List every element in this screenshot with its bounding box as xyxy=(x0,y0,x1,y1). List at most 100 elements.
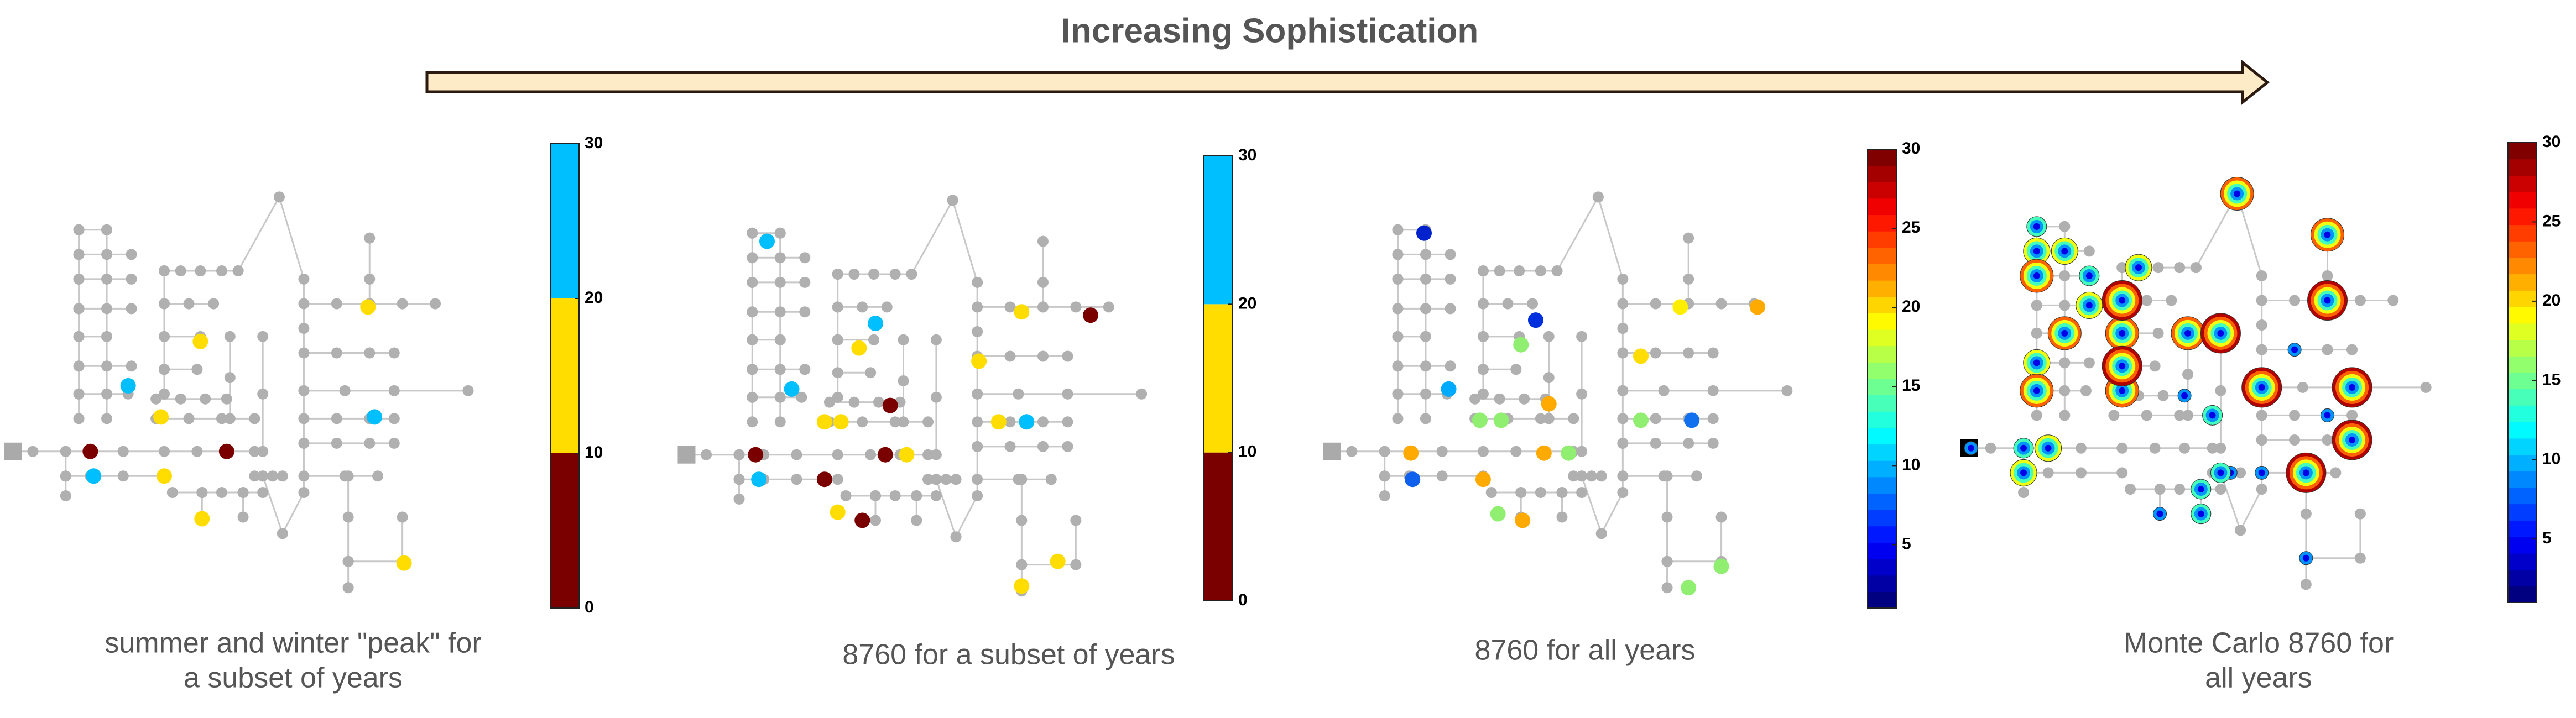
node xyxy=(1037,350,1049,362)
node xyxy=(298,437,310,449)
colorbar-band xyxy=(1868,313,1896,330)
node xyxy=(2256,484,2267,495)
node xyxy=(101,331,113,342)
node xyxy=(2235,467,2246,479)
ringed-node xyxy=(2020,444,2027,452)
ringed-node xyxy=(2020,469,2027,476)
node xyxy=(1781,385,1793,396)
node xyxy=(1551,265,1563,277)
node xyxy=(1617,413,1629,424)
node xyxy=(1494,265,1505,277)
line-segment xyxy=(2236,193,2263,531)
node xyxy=(832,474,843,485)
node xyxy=(2330,467,2342,479)
colorbar-band xyxy=(2508,323,2537,340)
highlighted-node xyxy=(1083,307,1099,323)
node xyxy=(101,413,113,424)
ringed-node xyxy=(2033,359,2040,366)
node xyxy=(2125,484,2136,495)
node xyxy=(1595,470,1607,482)
node xyxy=(1436,446,1448,457)
node xyxy=(2300,579,2312,590)
ringed-node xyxy=(2349,436,2356,443)
node xyxy=(159,446,170,457)
node xyxy=(1576,446,1588,457)
node xyxy=(2080,385,2092,396)
node xyxy=(331,298,342,310)
node xyxy=(2174,410,2186,421)
network xyxy=(4,191,474,594)
node xyxy=(126,273,137,285)
colorbar-tick-label: 5 xyxy=(2542,529,2552,547)
node xyxy=(208,298,220,310)
ringed-node xyxy=(2181,392,2188,399)
node xyxy=(1556,487,1568,498)
node xyxy=(889,416,901,428)
colorbar-tick-label: 10 xyxy=(1902,455,1920,474)
panel-caption: 8760 for a subset of years xyxy=(842,639,1175,671)
node xyxy=(1062,441,1073,452)
node xyxy=(101,388,113,400)
node xyxy=(1617,470,1629,482)
node xyxy=(339,385,351,396)
node xyxy=(889,490,901,501)
colorbar-band xyxy=(2508,422,2537,439)
node xyxy=(1683,347,1694,359)
node xyxy=(972,441,983,452)
node xyxy=(870,515,882,526)
node xyxy=(2420,381,2432,393)
node xyxy=(1477,298,1489,310)
node xyxy=(774,252,786,264)
highlighted-node xyxy=(1490,506,1506,522)
node xyxy=(1586,470,1597,482)
network xyxy=(677,195,1148,597)
node xyxy=(1469,393,1481,405)
colorbar-band xyxy=(1868,345,1896,363)
substation xyxy=(1323,442,1341,460)
highlighted-node xyxy=(396,555,412,571)
node xyxy=(1420,331,1431,342)
colorbar-tick-label: 15 xyxy=(2542,370,2561,389)
node xyxy=(930,391,942,403)
colorbar-tick-label: 20 xyxy=(585,289,603,307)
node xyxy=(175,393,186,405)
highlighted-node xyxy=(1515,512,1531,528)
node xyxy=(166,487,178,498)
node xyxy=(216,265,227,277)
line-segment xyxy=(2306,513,2361,559)
node xyxy=(1661,511,1673,523)
line-segment xyxy=(952,200,978,537)
node xyxy=(2141,410,2152,421)
colorbar-band xyxy=(2508,224,2537,242)
highlighted-node xyxy=(816,471,832,488)
node xyxy=(249,470,260,482)
colorbar-band xyxy=(1204,452,1233,601)
node xyxy=(796,391,807,403)
node xyxy=(150,393,162,405)
highlighted-node xyxy=(882,397,898,413)
colorbar-band xyxy=(2508,389,2537,406)
node xyxy=(972,388,983,400)
highlighted-node xyxy=(1684,412,1700,428)
node xyxy=(388,347,400,359)
node xyxy=(930,449,942,460)
node xyxy=(2083,357,2095,369)
ringed-node xyxy=(2061,248,2068,255)
node xyxy=(126,303,137,315)
colorbar-band xyxy=(1204,156,1233,305)
node xyxy=(183,413,195,424)
colorbar-tick-label: 10 xyxy=(585,443,603,462)
node xyxy=(2116,262,2128,274)
node xyxy=(1445,303,1456,315)
node xyxy=(298,385,310,396)
node xyxy=(972,474,983,485)
ringed-node xyxy=(2349,384,2356,391)
node xyxy=(342,555,354,567)
node xyxy=(1707,437,1719,449)
ringed-node xyxy=(2045,444,2052,452)
highlighted-node xyxy=(854,512,870,528)
node xyxy=(1004,441,1016,452)
colorbar-band xyxy=(2508,405,2537,422)
colorbar-band xyxy=(2508,553,2537,570)
node xyxy=(2018,487,2030,498)
